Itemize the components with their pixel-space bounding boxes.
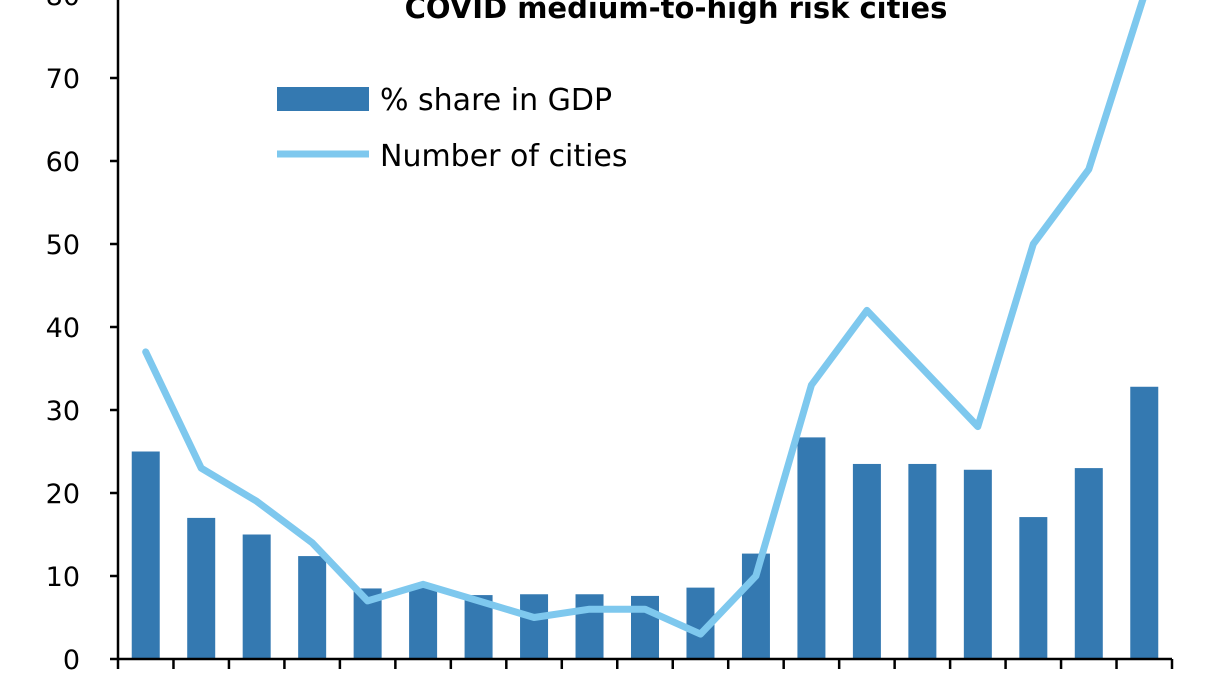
bar-6 bbox=[409, 585, 438, 659]
bar-10 bbox=[631, 595, 659, 659]
bar-2 bbox=[187, 517, 216, 659]
y-tick-label: 30 bbox=[46, 396, 80, 427]
line-series-group bbox=[142, 0, 1147, 638]
y-tick-label: 10 bbox=[46, 562, 80, 593]
y-tick-label: 70 bbox=[46, 64, 80, 95]
bar-17 bbox=[1019, 517, 1048, 659]
y-tick-label: 20 bbox=[46, 479, 80, 510]
bar-14 bbox=[852, 463, 881, 659]
bar-series bbox=[131, 386, 1159, 659]
bar-19 bbox=[1130, 386, 1159, 659]
axes: 0 10 20 30 40 50 60 70 80 bbox=[46, 0, 1174, 676]
y-tick-label: 80 bbox=[46, 0, 80, 12]
bar-16 bbox=[963, 469, 992, 659]
bar-13 bbox=[797, 437, 826, 659]
legend: % share in GDP Number of cities bbox=[277, 83, 628, 174]
chart-title: COVID medium-to-high risk cities bbox=[405, 0, 948, 25]
bar-3 bbox=[242, 534, 271, 659]
bar-15 bbox=[908, 463, 937, 659]
y-tick-label: 60 bbox=[46, 147, 80, 178]
legend-swatch-share-gdp bbox=[277, 87, 369, 111]
y-tick-label: 50 bbox=[46, 230, 80, 261]
bar-1 bbox=[131, 451, 160, 659]
legend-label-share-gdp: % share in GDP bbox=[380, 83, 612, 118]
bar-8 bbox=[520, 594, 549, 659]
legend-label-number-cities: Number of cities bbox=[380, 139, 628, 174]
y-tick-label: 40 bbox=[46, 313, 80, 344]
bar-9 bbox=[575, 594, 604, 659]
y-tick-label: 0 bbox=[63, 645, 80, 676]
bar-18 bbox=[1074, 468, 1103, 659]
bar-4 bbox=[298, 556, 327, 659]
